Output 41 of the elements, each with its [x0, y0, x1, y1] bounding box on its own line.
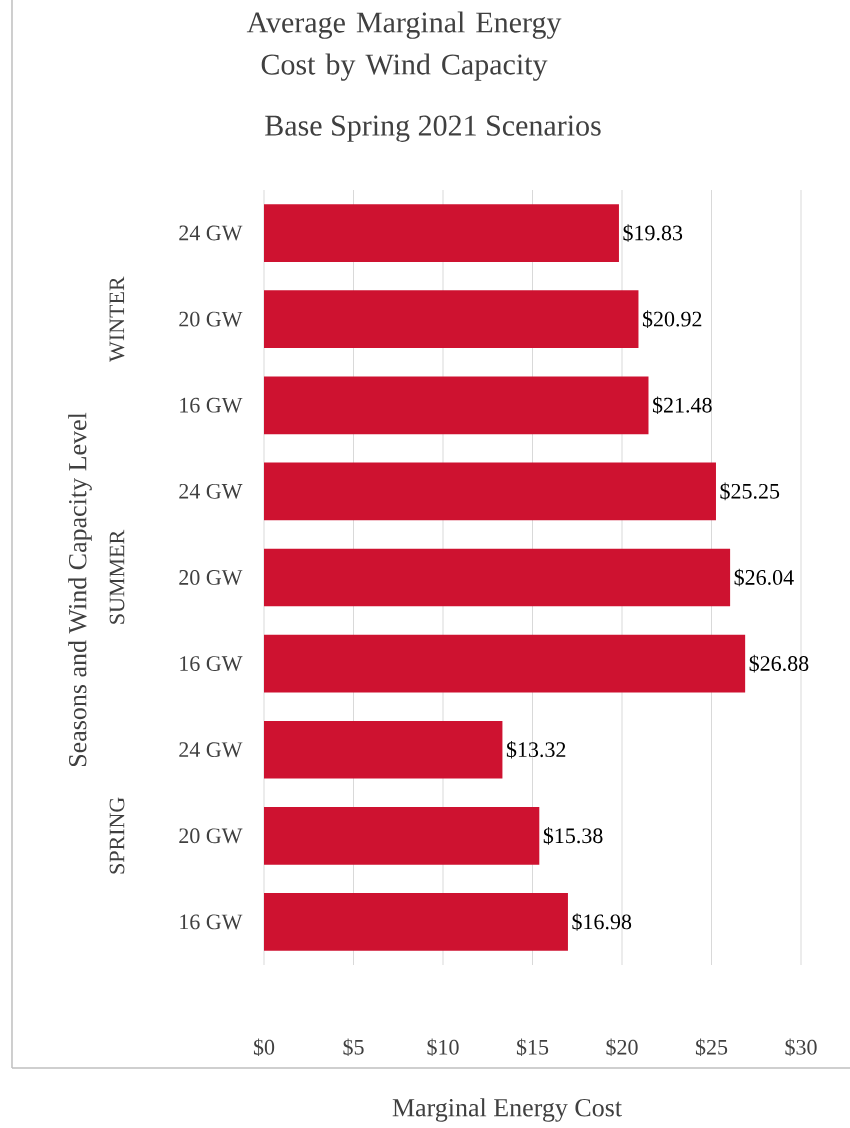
y-axis-title: Seasons and Wind Capacity Level: [68, 412, 92, 767]
x-tick-label: $25: [695, 1038, 728, 1057]
y-tick-label: 24 GW: [179, 483, 243, 499]
bar: [264, 634, 746, 693]
chart-title: Average Marginal Energy Cost by Wind Capacity: [246, 11, 562, 81]
text: SPRING: [109, 797, 125, 874]
data-label: $20.92: [642, 310, 702, 328]
bar: [264, 548, 731, 607]
bar: [264, 204, 619, 262]
y-tick-label: 16 GW: [180, 397, 243, 413]
text: WINTER: [109, 276, 125, 362]
y-tick-label: 24 GW: [179, 742, 243, 758]
chart-subtitle: Base Spring 2021 Scenarios: [265, 115, 601, 142]
y-tick-label: 20 GW: [179, 311, 243, 327]
data-label: $25.25: [720, 482, 780, 501]
bar: [264, 893, 568, 951]
x-tick-label: $0: [253, 1038, 275, 1057]
data-label: $13.32: [506, 740, 566, 759]
x-tick-label: $5: [343, 1038, 364, 1057]
data-label: $21.48: [652, 396, 712, 415]
bar: [264, 806, 540, 865]
data-label: $19.83: [623, 224, 683, 242]
data-label: $16.98: [572, 913, 632, 931]
x-tick-label: $10: [427, 1038, 459, 1057]
y-tick-label: 24 GW: [179, 225, 243, 241]
data-label: $15.38: [543, 827, 603, 845]
bar: [264, 462, 716, 521]
x-tick-label: $30: [785, 1038, 817, 1057]
data-label: $26.88: [749, 654, 809, 673]
x-tick-label: $15: [516, 1038, 549, 1057]
x-tick-label: $20: [606, 1038, 638, 1057]
y-tick-label: 16 GW: [180, 914, 243, 930]
bar: [264, 376, 649, 435]
y-tick-label: 20 GW: [179, 570, 243, 585]
data-label: $26.04: [734, 568, 794, 587]
text: SUMMER: [109, 529, 125, 624]
bar: [264, 720, 503, 779]
x-axis-title: Marginal Energy Cost: [392, 1098, 622, 1122]
y-tick-label: 16 GW: [180, 656, 243, 672]
y-tick-label: 20 GW: [179, 828, 243, 844]
bar: [264, 290, 639, 349]
